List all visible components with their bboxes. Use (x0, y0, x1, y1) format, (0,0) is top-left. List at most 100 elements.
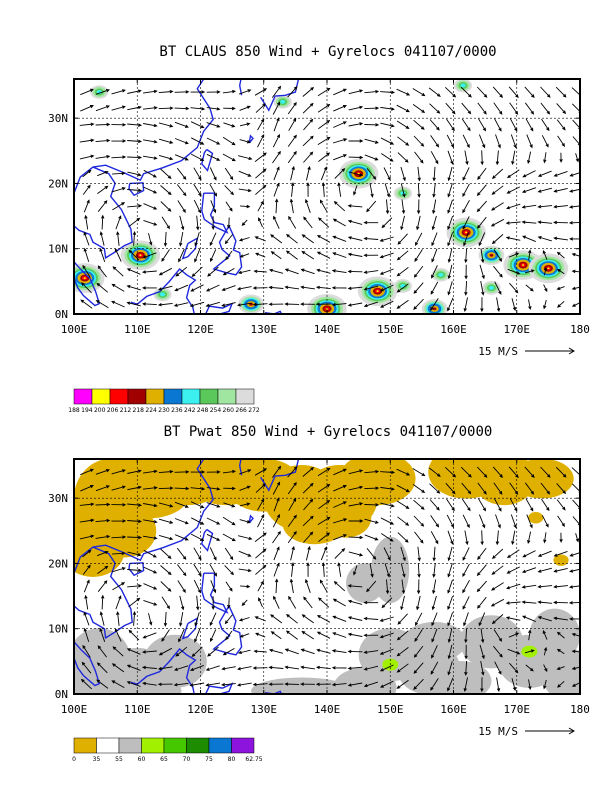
wind-arrow (460, 86, 472, 98)
wind-arrow (432, 546, 436, 562)
wind-arrow (428, 87, 441, 97)
wind-arrow (176, 564, 187, 577)
wind-arrow (347, 632, 363, 637)
wind-arrow (302, 482, 314, 494)
wind-arrow (284, 268, 299, 275)
colorbar-swatch (73, 388, 93, 405)
wind-arrow (302, 102, 314, 114)
wind-arrow (478, 118, 487, 132)
wind-arrow (543, 152, 547, 164)
wind-arrow (303, 118, 314, 131)
wind-arrow (224, 565, 235, 576)
wind-arrow (476, 466, 488, 478)
wind-arrow (556, 483, 567, 495)
wind-arrow (194, 248, 201, 263)
wind-arrow (397, 613, 408, 625)
wind-arrow (553, 220, 568, 225)
wind-arrow (196, 595, 200, 611)
wind-arrow (366, 168, 377, 180)
wind-arrow (141, 270, 157, 274)
wind-arrow (158, 122, 174, 128)
wind-arrow (396, 630, 409, 641)
y-tick-label: 30N (48, 492, 68, 505)
wind-arrow (114, 248, 122, 262)
wind-arrow (255, 632, 266, 638)
wind-arrow (270, 614, 283, 624)
wind-arrow (83, 627, 90, 642)
wind-arrow (300, 285, 315, 290)
wind-arrow (417, 563, 421, 578)
wind-arrow (347, 302, 363, 307)
wind-arrow (556, 631, 565, 639)
wind-arrow (95, 154, 111, 159)
wind-arrow (315, 285, 331, 290)
wind-arrow (318, 152, 331, 162)
wind-arrow (508, 252, 520, 258)
wind-arrow (447, 264, 453, 280)
wind-arrow (222, 469, 237, 474)
wind-arrow (495, 530, 500, 546)
wind-arrow (462, 596, 470, 610)
wind-arrow (196, 215, 200, 231)
wind-arrow (332, 138, 348, 144)
wind-arrow (193, 563, 202, 577)
wind-arrow (569, 237, 580, 241)
wind-arrow (333, 88, 347, 96)
wind-arrow (430, 515, 440, 528)
wind-arrow (380, 137, 395, 145)
wind-arrow (510, 134, 517, 149)
wind-arrow (524, 649, 535, 654)
wind-arrow (380, 122, 395, 128)
wind-arrow (495, 134, 501, 149)
colorbar-label: 188 (68, 407, 80, 412)
wind-arrow (143, 219, 158, 226)
wind-arrow (317, 516, 331, 525)
wind-arrow (221, 682, 236, 687)
wind-arrow (430, 135, 440, 148)
wind-arrow (221, 666, 236, 671)
wind-arrow (493, 249, 503, 262)
wind-arrow (111, 535, 127, 539)
wind-arrow (305, 545, 311, 561)
wind-arrow (506, 169, 520, 179)
wind-arrow (97, 170, 109, 177)
wind-arrow (383, 167, 391, 181)
wind-arrow (317, 467, 331, 477)
wind-arrow (206, 122, 221, 128)
reference-vector-arrow (525, 727, 575, 735)
wind-arrow (348, 105, 364, 111)
wind-arrow (275, 198, 279, 214)
coastline (201, 148, 214, 172)
wind-arrow (369, 563, 374, 578)
wind-arrow (569, 188, 580, 193)
wind-arrow (396, 88, 411, 96)
wind-vectors (79, 85, 580, 313)
wind-arrow (80, 678, 93, 690)
wind-arrow (127, 519, 143, 524)
wind-arrow (348, 171, 364, 177)
wind-arrow (380, 517, 395, 525)
wind-arrow (284, 682, 300, 686)
wind-arrow (478, 612, 486, 627)
coastline (248, 134, 254, 144)
coastline (128, 562, 145, 577)
wind-arrow (379, 664, 394, 672)
wind-arrow (271, 465, 282, 478)
wind-arrow (318, 532, 331, 542)
wind-arrow (477, 547, 487, 561)
wind-arrow (413, 515, 425, 527)
wind-arrow (447, 595, 454, 611)
x-tick-label: 150E (377, 323, 404, 336)
wind-arrow (446, 134, 454, 149)
wind-arrow (83, 247, 90, 262)
y-tick-label: 10N (48, 623, 68, 636)
shading-layer (74, 459, 580, 694)
wind-arrow (462, 183, 470, 198)
wind-arrow (143, 583, 158, 590)
wind-arrow (528, 249, 532, 261)
wind-arrow (509, 482, 519, 495)
wind-arrow (255, 548, 267, 559)
wind-arrow (193, 199, 201, 214)
wind-arrow (143, 203, 158, 210)
wind-arrow (95, 105, 110, 112)
